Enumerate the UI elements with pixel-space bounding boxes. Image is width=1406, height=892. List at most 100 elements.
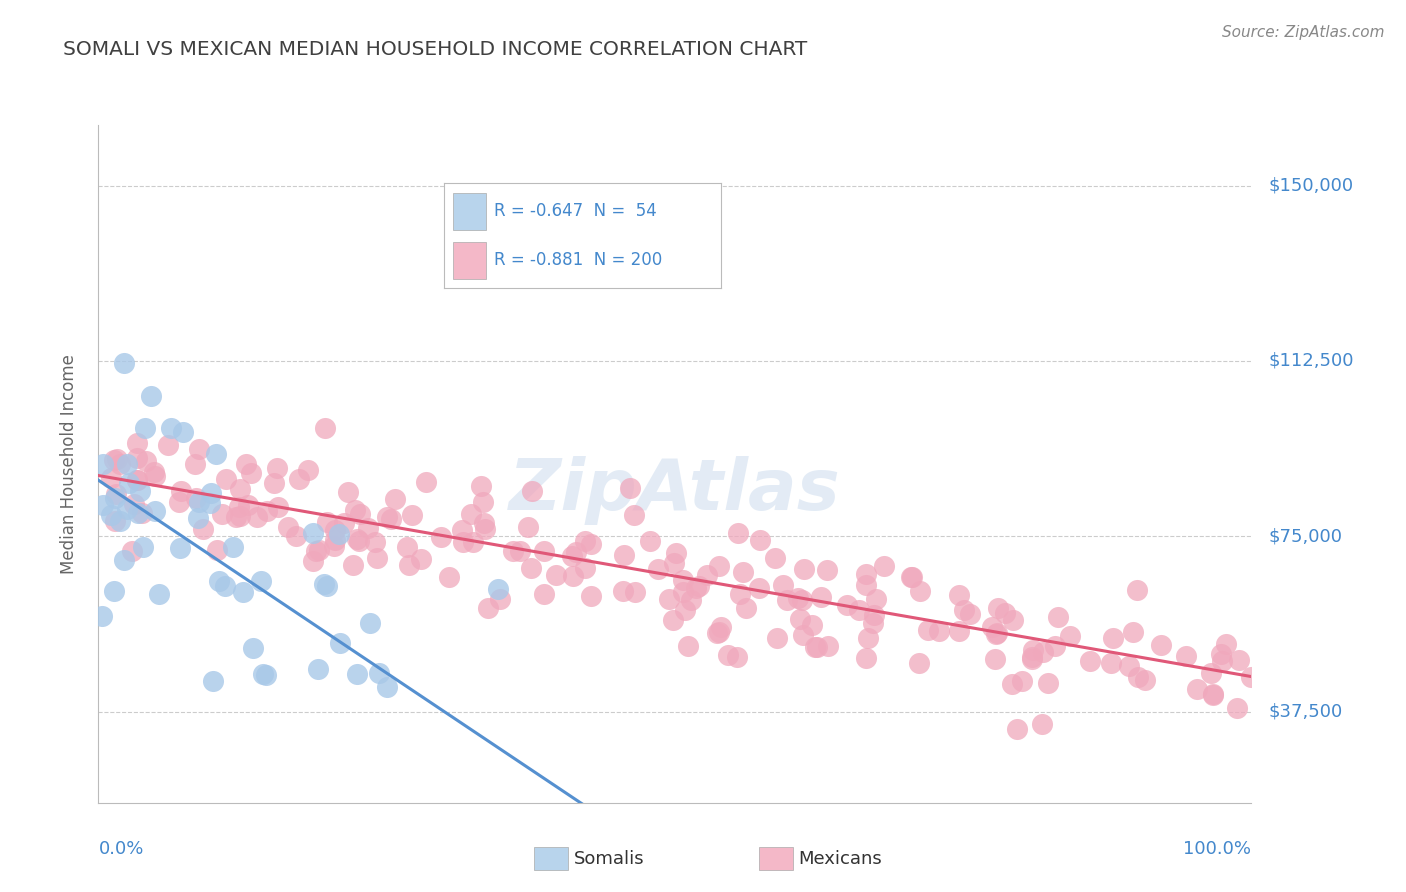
Point: [211, 508, 233, 522]
Point: [546, 568, 568, 582]
Point: [398, 558, 420, 572]
Point: [184, 491, 207, 505]
Point: [308, 543, 330, 558]
Point: [673, 603, 696, 617]
Point: [127, 450, 149, 465]
Text: 100.0%: 100.0%: [1184, 840, 1251, 858]
Point: [263, 475, 285, 490]
Point: [1126, 583, 1149, 598]
Point: [368, 666, 391, 681]
Point: [717, 648, 740, 663]
Point: [1022, 642, 1045, 657]
Point: [1059, 629, 1081, 643]
Point: [803, 640, 825, 654]
Point: [565, 545, 588, 559]
Point: [357, 521, 380, 535]
Point: [1043, 640, 1066, 654]
Point: [561, 549, 583, 563]
Point: [117, 501, 139, 516]
Text: ZipAtlas: ZipAtlas: [509, 457, 841, 525]
Point: [1199, 665, 1222, 680]
Point: [986, 626, 1008, 640]
Point: [624, 584, 647, 599]
Point: [519, 561, 541, 575]
Point: [104, 487, 127, 501]
Point: [763, 550, 786, 565]
Point: [776, 592, 799, 607]
Point: [907, 656, 929, 670]
Point: [586, 810, 609, 824]
Point: [792, 593, 814, 607]
Point: [533, 544, 555, 558]
Point: [748, 582, 770, 596]
Point: [343, 503, 366, 517]
Point: [396, 541, 419, 555]
Point: [242, 641, 264, 656]
Point: [131, 507, 153, 521]
Point: [647, 562, 669, 576]
Point: [706, 626, 728, 640]
Point: [787, 591, 810, 605]
Point: [143, 465, 166, 479]
Point: [981, 619, 1004, 633]
Point: [172, 425, 194, 439]
Point: [665, 546, 688, 560]
Point: [710, 620, 733, 634]
Point: [170, 483, 193, 498]
Point: [1126, 670, 1149, 684]
Point: [187, 442, 209, 456]
Point: [104, 514, 127, 528]
Point: [806, 640, 828, 654]
Point: [1226, 701, 1249, 715]
Point: [800, 618, 823, 632]
Point: [928, 624, 950, 638]
Point: [347, 533, 370, 548]
Point: [579, 589, 602, 603]
Point: [225, 510, 247, 524]
Point: [581, 537, 603, 551]
Point: [727, 525, 749, 540]
Point: [323, 523, 346, 537]
Point: [148, 587, 170, 601]
Point: [252, 667, 274, 681]
Point: [1118, 659, 1140, 673]
Point: [533, 587, 555, 601]
Point: [346, 532, 368, 546]
Point: [1185, 682, 1208, 697]
Point: [562, 569, 585, 583]
Point: [489, 592, 512, 607]
Point: [232, 584, 254, 599]
Point: [135, 454, 157, 468]
Point: [994, 606, 1017, 620]
Point: [917, 623, 939, 637]
Point: [688, 580, 710, 594]
Point: [277, 520, 299, 534]
Point: [797, 810, 820, 824]
Point: [215, 472, 238, 486]
Point: [229, 482, 252, 496]
Point: [749, 533, 772, 548]
Point: [91, 609, 114, 624]
Point: [612, 584, 634, 599]
Point: [900, 570, 922, 584]
Point: [638, 534, 661, 549]
Point: [1011, 674, 1033, 689]
Point: [835, 598, 858, 612]
Point: [520, 483, 543, 498]
Point: [301, 525, 323, 540]
Point: [145, 469, 167, 483]
Point: [451, 534, 474, 549]
Point: [183, 457, 205, 471]
Point: [375, 680, 398, 694]
Text: 0.0%: 0.0%: [98, 840, 143, 858]
Point: [865, 591, 887, 606]
Point: [672, 585, 695, 599]
Point: [619, 481, 641, 495]
Point: [959, 607, 981, 622]
Point: [129, 484, 152, 499]
Point: [1215, 638, 1237, 652]
Point: [810, 591, 832, 605]
Point: [240, 466, 263, 480]
Point: [411, 552, 433, 566]
Point: [349, 508, 371, 522]
